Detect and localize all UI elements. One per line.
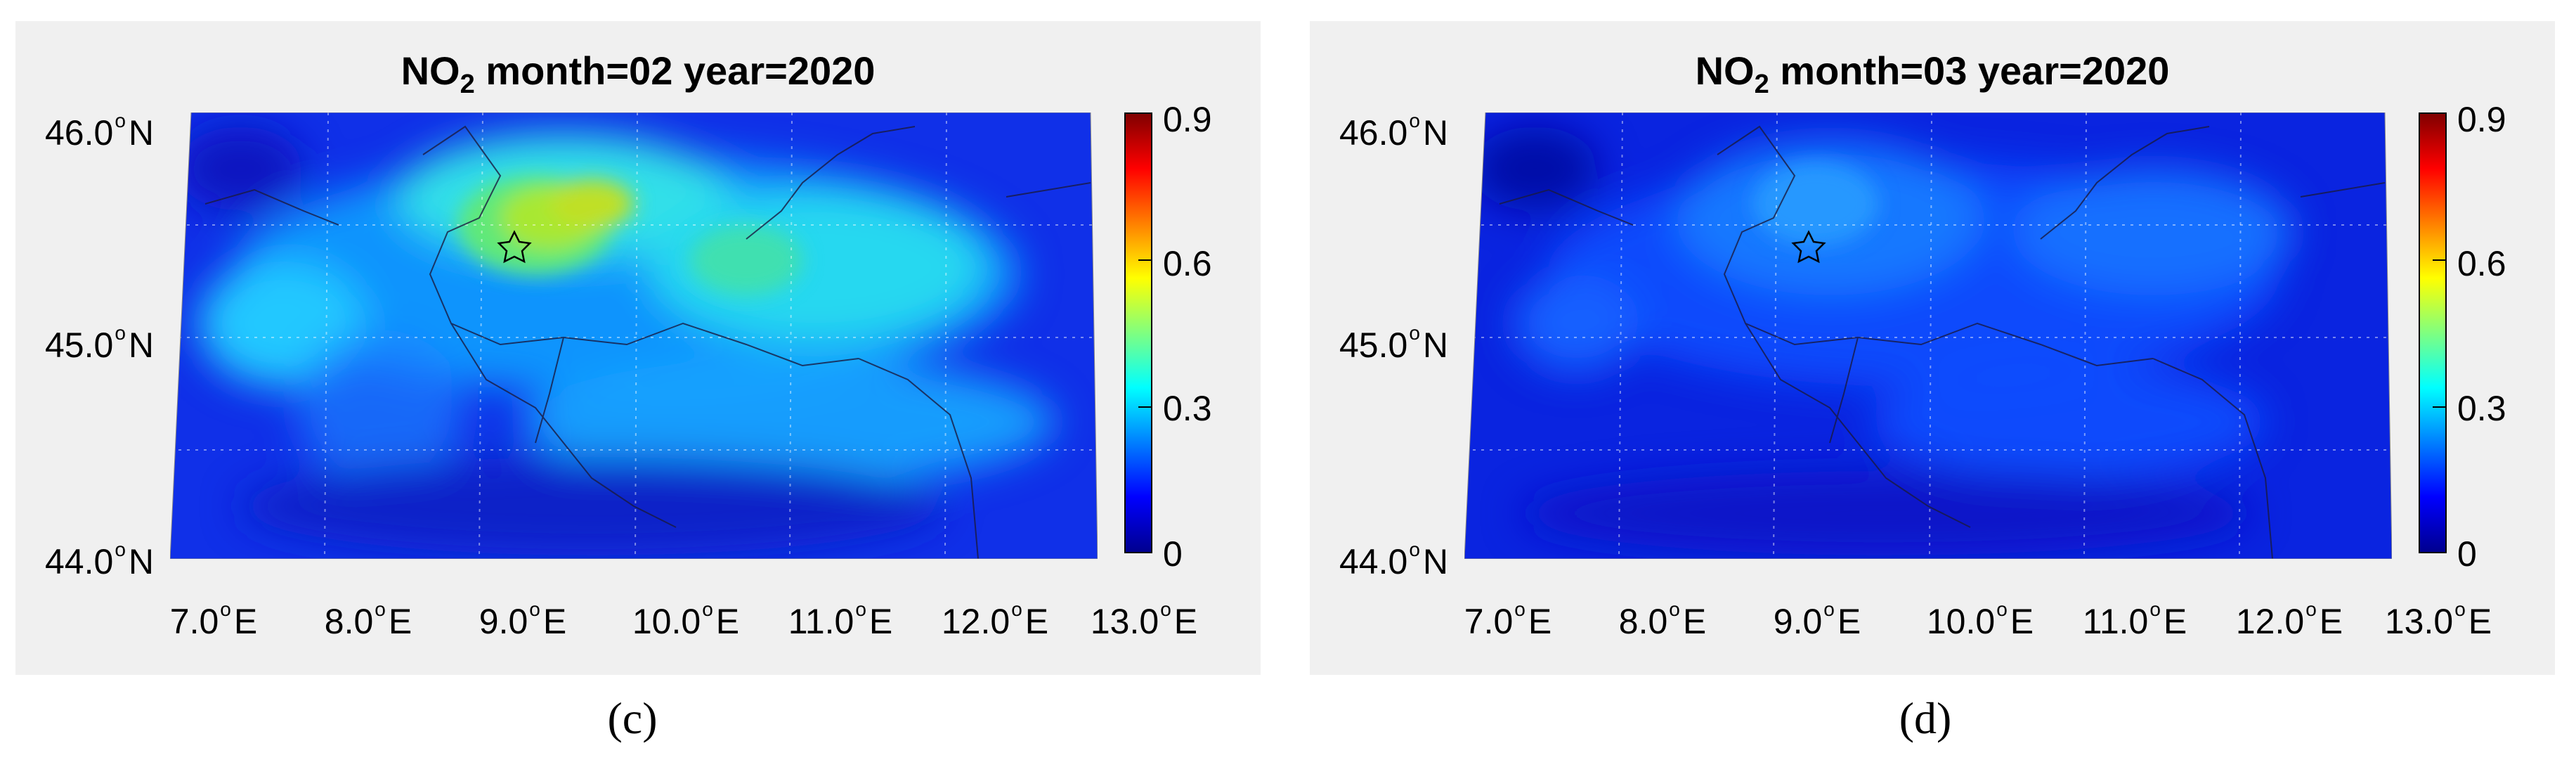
colorbar-tick-mark <box>1138 259 1152 261</box>
lon-label: 10.0oE <box>1926 598 2034 641</box>
no2-map <box>170 112 1098 559</box>
colorbar-tick-label: 0.3 <box>1163 389 1212 428</box>
colorbar-tick-mark <box>1138 406 1152 408</box>
colorbar-tick-mark <box>2433 112 2447 114</box>
star-marker-icon <box>497 230 532 264</box>
lon-label: 8.0oE <box>1618 598 1707 641</box>
lat-label: 45.0oN <box>1339 322 1448 365</box>
lon-label: 10.0oE <box>632 598 740 641</box>
colorbar-tick-label: 0.9 <box>1163 100 1212 139</box>
colorbar-tick-mark <box>2433 406 2447 408</box>
colorbar-tick-mark <box>1138 112 1152 114</box>
star-marker-icon <box>1791 230 1826 264</box>
lon-label: 13.0oE <box>1090 598 1198 641</box>
colorbar <box>1124 112 1152 553</box>
lat-label: 46.0oN <box>1339 110 1448 153</box>
map-panel-c: NO2 month=02 year=2020 <box>15 21 1261 675</box>
colorbar-tick-label: 0 <box>1163 534 1183 574</box>
lat-label: 44.0oN <box>1339 539 1448 581</box>
map-panel-d: NO2 month=03 year=2020 <box>1310 21 2555 675</box>
lon-label: 11.0oE <box>2082 598 2187 641</box>
colorbar-tick-label: 0 <box>2457 534 2477 574</box>
lon-label: 13.0oE <box>2384 598 2492 641</box>
panel-caption-d: (d) <box>1899 693 1952 743</box>
lon-label: 8.0oE <box>324 598 412 641</box>
lon-label: 12.0oE <box>941 598 1049 641</box>
colorbar-tick-label: 0.3 <box>2457 389 2506 428</box>
lon-label: 9.0oE <box>1773 598 1861 641</box>
lon-label: 7.0oE <box>169 598 258 641</box>
lon-label: 12.0oE <box>2235 598 2343 641</box>
colorbar-tick-label: 0.6 <box>2457 244 2506 283</box>
panel-title: NO2 month=03 year=2020 <box>1695 49 2170 100</box>
colorbar-tick-label: 0.9 <box>2457 100 2506 139</box>
lon-label: 11.0oE <box>788 598 893 641</box>
lat-label: 45.0oN <box>44 322 154 365</box>
lon-label: 9.0oE <box>479 598 567 641</box>
lon-label: 7.0oE <box>1464 598 1552 641</box>
colorbar-tick-label: 0.6 <box>1163 244 1212 283</box>
no2-map <box>1464 112 2392 559</box>
lat-label: 46.0oN <box>44 110 154 153</box>
panel-caption-c: (c) <box>607 693 658 743</box>
lat-label: 44.0oN <box>44 539 154 581</box>
panel-title: NO2 month=02 year=2020 <box>401 49 876 100</box>
colorbar-tick-mark <box>2433 259 2447 261</box>
colorbar <box>2419 112 2447 553</box>
